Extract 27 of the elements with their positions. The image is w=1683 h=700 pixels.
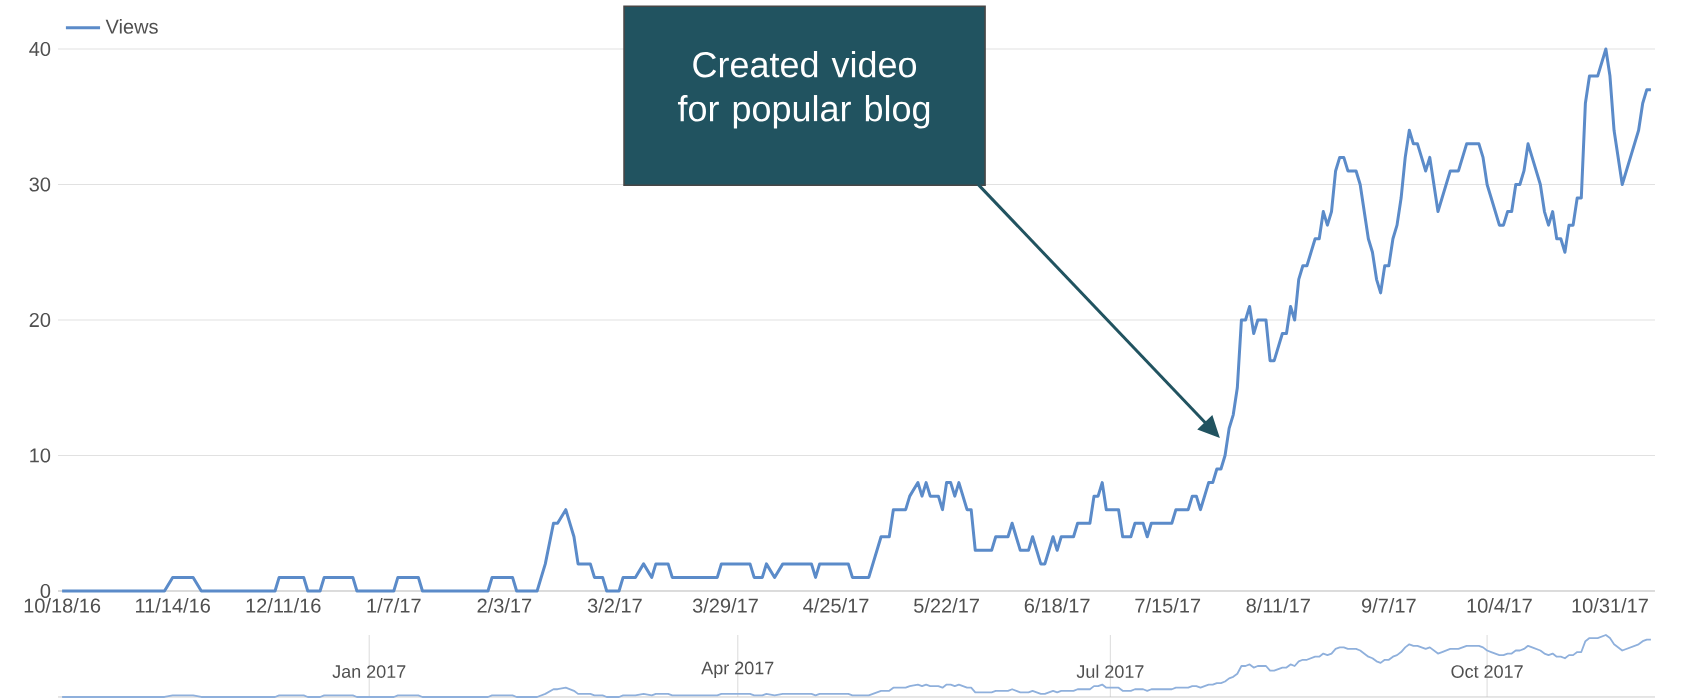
x-tick-label: 11/14/16	[136, 598, 210, 613]
y-tick-label: 40	[29, 41, 51, 57]
annotation: Created video for popular blog	[677, 51, 930, 129]
x-tick-label: 5/22/17	[914, 598, 979, 613]
x-tick-label: 4/25/17	[803, 598, 869, 613]
y-tick-label: 30	[29, 177, 51, 192]
x-tick-label: 9/7/17	[1361, 598, 1416, 613]
x-tick-label: 10/31/17	[1572, 598, 1648, 613]
x-tick-label: 2/3/17	[477, 598, 532, 613]
y-tick-label: 20	[29, 312, 51, 328]
x-tick-label: 1/7/17	[367, 598, 421, 613]
x-tick-label: 3/2/17	[587, 598, 642, 613]
x-tick-label: 7/15/17	[1135, 598, 1201, 613]
x-tick-label: Jan 2017	[332, 665, 406, 678]
x-tick-label: 6/18/17	[1024, 598, 1090, 613]
x-tick-label: 12/11/16	[246, 598, 321, 613]
x-tick-label: Apr 2017	[701, 661, 774, 678]
legend-label: Views	[105, 19, 158, 34]
x-tick-label: Jul 2017	[1076, 664, 1144, 678]
line-series	[60, 47, 1653, 593]
y-tick-label: 10	[30, 448, 51, 463]
x-tick-label: 8/11/17	[1246, 598, 1310, 613]
x-tick-label: Oct 2017	[1451, 665, 1523, 678]
x-tick-label: 10/4/17	[1467, 598, 1532, 613]
y-tick-label: 0	[40, 583, 51, 599]
x-tick-label: 10/18/16	[24, 598, 101, 613]
x-tick-label: 3/29/17	[692, 598, 758, 613]
